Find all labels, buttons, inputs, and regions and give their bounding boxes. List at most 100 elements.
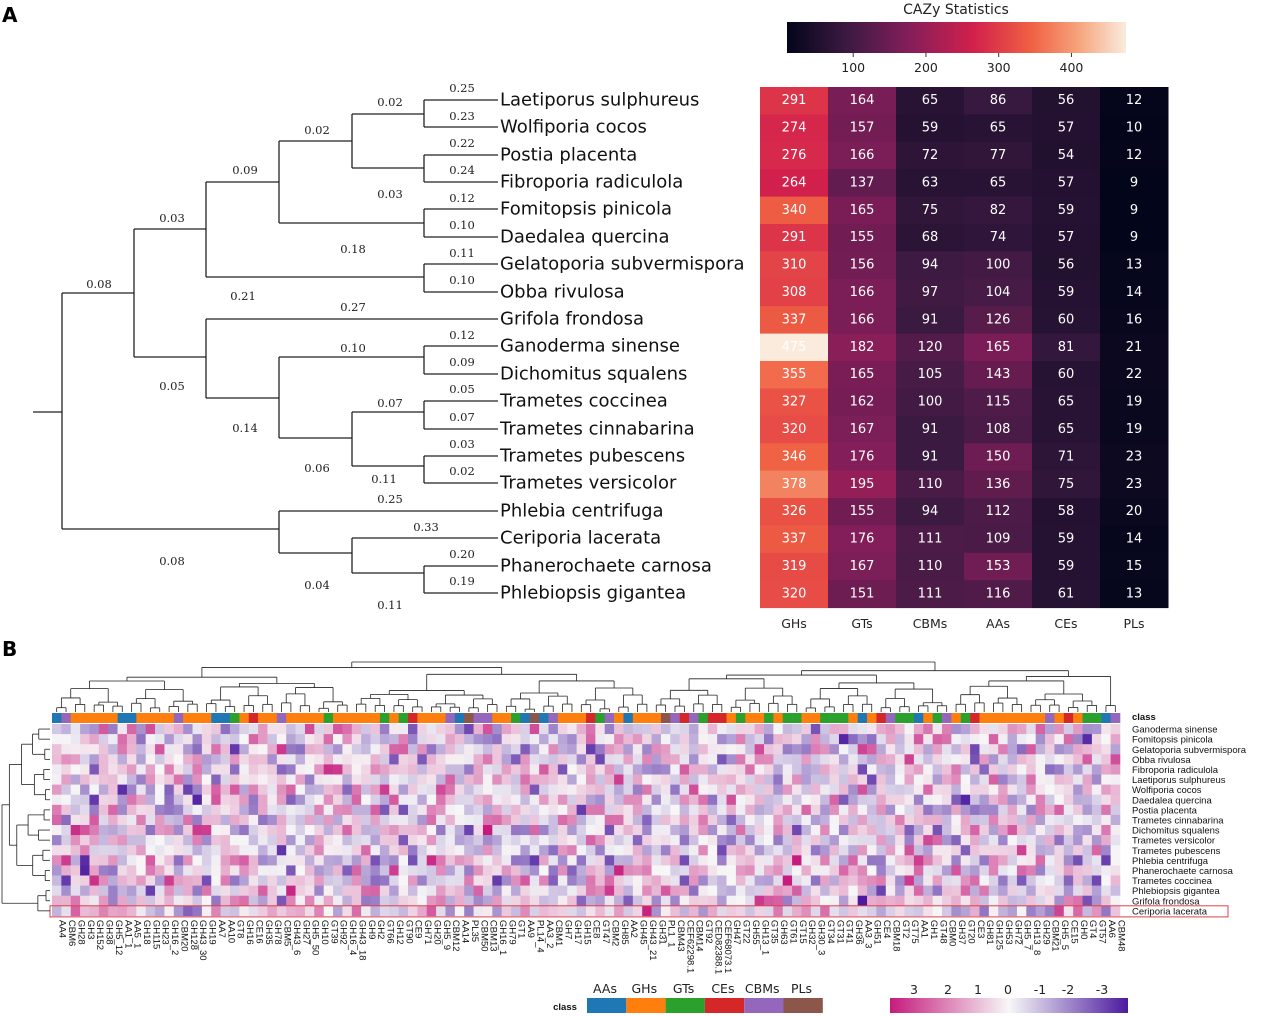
heatmap-cell xyxy=(857,804,868,816)
heatmap-cell xyxy=(258,794,268,806)
heatmap-cell xyxy=(1082,784,1093,795)
heatmap-cell xyxy=(361,774,371,785)
heatmap-cell xyxy=(98,754,109,765)
heatmap-cell xyxy=(1045,845,1055,856)
heatmap-cell xyxy=(98,784,109,795)
heatmap-cell xyxy=(70,774,81,785)
column-label: GH43_21 xyxy=(647,920,658,961)
heatmap-cell xyxy=(810,794,821,806)
heatmap-cell xyxy=(117,885,128,896)
heatmap-cell xyxy=(679,794,690,806)
column-label: AA4 xyxy=(57,920,68,938)
class-bar-cell xyxy=(951,713,962,723)
heatmap-cell xyxy=(979,744,990,755)
heatmap-cell xyxy=(979,895,990,907)
heatmap-cell xyxy=(361,905,371,917)
species-label: Phlebia centrifuga xyxy=(500,501,664,522)
heatmap-cell xyxy=(988,825,999,836)
heatmap-cell xyxy=(828,388,897,417)
heatmap-cell xyxy=(333,774,343,785)
heatmap-cell xyxy=(773,754,784,765)
heatmap-cell xyxy=(117,814,128,826)
heatmap-cell xyxy=(548,855,559,866)
heatmap-cell xyxy=(351,865,362,876)
heatmap-cell xyxy=(623,804,634,816)
heatmap-cell xyxy=(286,885,296,896)
heatmap-cell xyxy=(61,905,72,917)
heatmap-cell xyxy=(964,470,1033,499)
heatmap-cell xyxy=(267,804,278,816)
heatmap-cell xyxy=(389,774,399,785)
heatmap-cell xyxy=(1082,865,1093,876)
heatmap-cell xyxy=(885,855,896,866)
heatmap-cell xyxy=(389,814,399,826)
heatmap-cell xyxy=(529,764,540,775)
cell-value: 155 xyxy=(850,504,875,519)
branch-length-label: 0.09 xyxy=(449,355,475,369)
heatmap-cell xyxy=(473,804,484,816)
heatmap-cell xyxy=(361,885,371,896)
heatmap-cell xyxy=(1045,885,1055,896)
heatmap-cell xyxy=(1032,278,1101,307)
heatmap-cell xyxy=(145,875,156,886)
heatmap-cell xyxy=(595,875,606,886)
heatmap-cell xyxy=(126,875,137,886)
heatmap-cell xyxy=(89,895,100,907)
heatmap-cell xyxy=(1110,835,1121,846)
heatmap-cell xyxy=(760,114,829,143)
heatmap-cell xyxy=(473,825,484,836)
class-bar-cell xyxy=(792,713,802,723)
heatmap-cell xyxy=(689,784,699,795)
heatmap-cell xyxy=(1054,804,1065,816)
heatmap-cell xyxy=(89,774,100,785)
heatmap-cell xyxy=(764,794,774,806)
heatmap-cell xyxy=(1054,794,1065,806)
heatmap-cell xyxy=(960,885,971,896)
heatmap-cell xyxy=(220,804,231,816)
heatmap-cell xyxy=(979,774,990,785)
heatmap-cell xyxy=(520,804,531,816)
heatmap-cell xyxy=(689,905,699,917)
branch-length-label: 0.19 xyxy=(449,574,475,588)
heatmap-cell xyxy=(464,905,474,917)
heatmap-cell xyxy=(829,764,840,775)
heatmap-cell xyxy=(520,875,531,886)
heatmap-cell xyxy=(351,724,362,735)
heatmap-cell xyxy=(838,774,849,785)
heatmap-cell xyxy=(586,804,596,816)
heatmap-cell xyxy=(623,734,634,745)
heatmap-cell xyxy=(520,835,531,846)
heatmap-cell xyxy=(717,865,727,876)
heatmap-cell xyxy=(998,895,1008,907)
heatmap-cell xyxy=(764,835,774,846)
heatmap-cell xyxy=(1101,835,1111,846)
cell-value: 20 xyxy=(1126,504,1143,519)
heatmap-cell xyxy=(932,835,943,846)
heatmap-cell xyxy=(885,905,896,917)
heatmap-cell xyxy=(454,875,465,886)
heatmap-cell xyxy=(1101,774,1111,785)
heatmap-cell xyxy=(267,825,278,836)
heatmap-cell xyxy=(398,855,409,866)
heatmap-cell xyxy=(70,865,81,876)
heatmap-cell xyxy=(904,764,915,775)
cell-value: 320 xyxy=(782,586,807,601)
heatmap-cell xyxy=(220,734,231,745)
heatmap-cell xyxy=(1054,734,1065,745)
heatmap-cell xyxy=(370,825,381,836)
heatmap-cell xyxy=(117,764,128,775)
heatmap-cell xyxy=(436,825,446,836)
heatmap-cell xyxy=(61,774,72,785)
heatmap-cell xyxy=(1035,855,1046,866)
scale-tick: -2 xyxy=(1062,982,1074,997)
heatmap-cell xyxy=(108,754,118,765)
species-label: Fibroporia radiculola xyxy=(500,172,683,193)
heatmap-cell xyxy=(314,804,324,816)
heatmap-cell xyxy=(295,895,306,907)
cell-value: 94 xyxy=(922,258,939,273)
heatmap-cell xyxy=(951,744,962,755)
heatmap-cell xyxy=(885,814,896,826)
column-label: GH3 xyxy=(85,920,96,940)
heatmap-cell xyxy=(913,804,924,816)
class-bar-cell xyxy=(389,713,399,723)
